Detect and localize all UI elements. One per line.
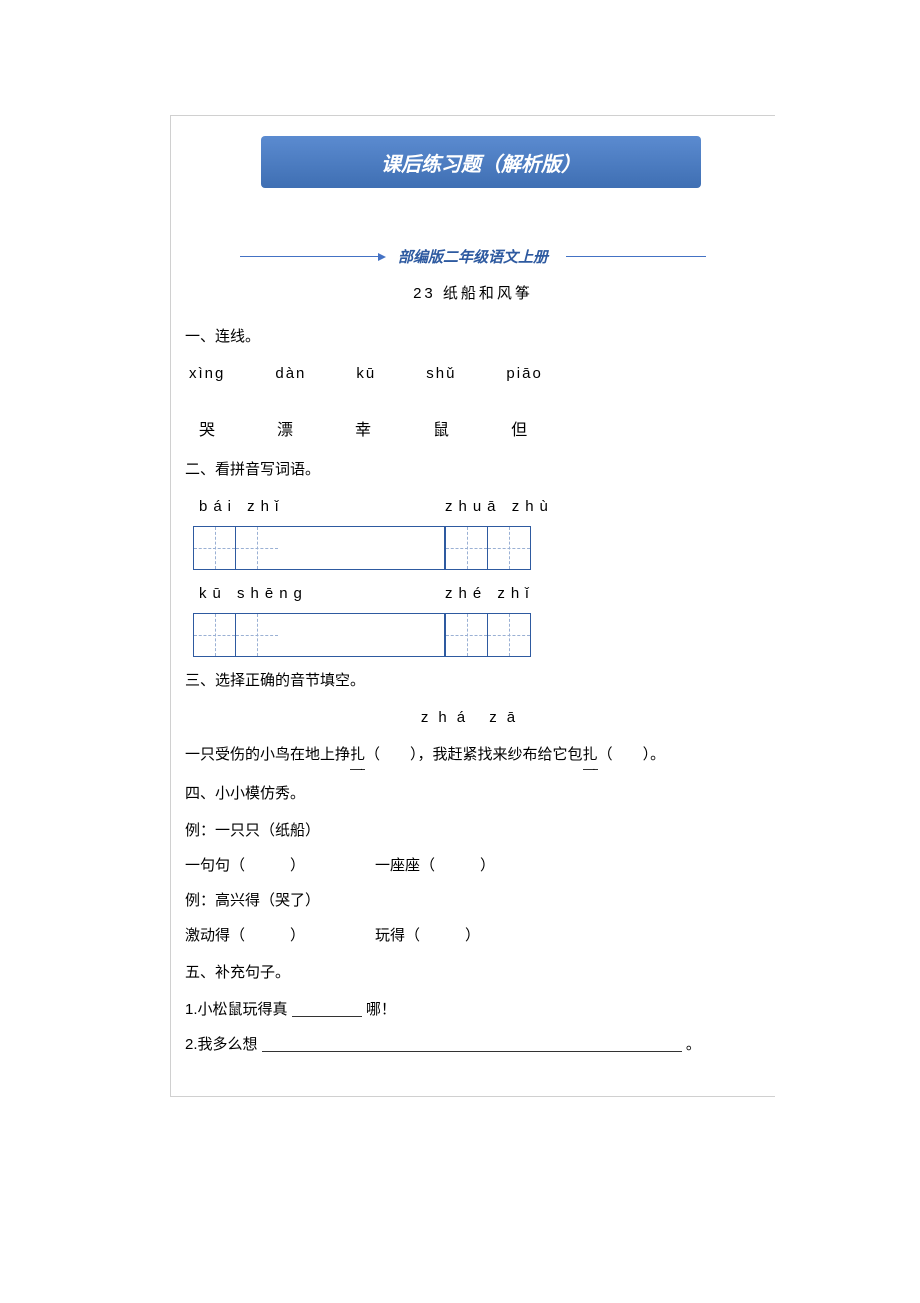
- sec3-sentence: 一只受伤的小鸟在地上挣扎·（ ），我赶紧找来纱布给它包扎·（ ）。: [185, 741, 761, 770]
- banner-title: 课后练习题（解析版）: [381, 148, 581, 177]
- lesson-title: 23 纸船和风筝: [171, 282, 775, 303]
- sec4-head: 四、小小模仿秀。: [185, 780, 761, 807]
- sec1-pinyin-row: xìng dàn kū shǔ piāo: [185, 360, 761, 387]
- tian-cell[interactable]: [194, 614, 236, 656]
- hanzi-item: 哭: [199, 417, 215, 446]
- q1-post: 哪！: [366, 1001, 396, 1018]
- underlined-char: 扎·: [583, 741, 598, 770]
- sentence-part: （ ），我赶紧找来纱布给它包: [365, 746, 583, 763]
- pinyin-item: kū: [356, 360, 376, 387]
- py-left: kū shēng: [185, 580, 445, 607]
- underlined-char: 扎·: [350, 741, 365, 770]
- tian-grid[interactable]: [445, 526, 531, 570]
- sec3-head: 三、选择正确的音节填空。: [185, 667, 761, 694]
- q2-post: 。: [686, 1036, 701, 1053]
- pinyin-item: piāo: [506, 360, 542, 387]
- title-banner: 课后练习题（解析版）: [171, 116, 775, 226]
- tian-cell[interactable]: [194, 527, 236, 569]
- sec4-line1: 一句句（ ） 一座座（ ）: [185, 852, 761, 879]
- py-right: zhuā zhù: [445, 493, 554, 520]
- pinyin-item: xìng: [189, 360, 225, 387]
- tian-cell[interactable]: [446, 614, 488, 656]
- hanzi-item: 但: [511, 417, 527, 446]
- blank-phrase[interactable]: 一句句（ ）: [185, 852, 375, 879]
- tian-cell[interactable]: [236, 527, 278, 569]
- fill-blank[interactable]: [292, 1002, 362, 1017]
- arrow-line-left: [240, 256, 380, 257]
- sec4-line2: 激动得（ ） 玩得（ ）: [185, 922, 761, 949]
- sentence-part: （ ）。: [598, 746, 666, 763]
- body: 一、连线。 xìng dàn kū shǔ piāo 哭 漂 幸 鼠 但 二、看…: [171, 323, 775, 1058]
- arrow-line-right: [566, 256, 706, 257]
- subtitle-row: 部编版二年级语文上册: [171, 246, 775, 267]
- content-frame: 课后练习题（解析版） 部编版二年级语文上册 23 纸船和风筝 一、连线。 xìn…: [170, 115, 775, 1097]
- fill-blank[interactable]: [262, 1037, 682, 1052]
- blank-phrase[interactable]: 激动得（ ）: [185, 922, 375, 949]
- sec1-head: 一、连线。: [185, 323, 761, 350]
- sec4-ex1: 例：一只只（纸船）: [185, 817, 761, 844]
- tian-cell[interactable]: [488, 614, 530, 656]
- q2-pre: 2.我多么想: [185, 1036, 258, 1053]
- tian-grid[interactable]: [193, 613, 445, 657]
- sec4-ex2: 例：高兴得（哭了）: [185, 887, 761, 914]
- subtitle: 部编版二年级语文上册: [398, 246, 548, 267]
- pinyin-item: dàn: [275, 360, 306, 387]
- hanzi-item: 鼠: [433, 417, 449, 446]
- blank-phrase[interactable]: 一座座（ ）: [375, 852, 495, 879]
- tian-cell[interactable]: [488, 527, 530, 569]
- sec1-hanzi-row: 哭 漂 幸 鼠 但: [185, 417, 761, 446]
- tian-cell[interactable]: [446, 527, 488, 569]
- sec2-head: 二、看拼音写词语。: [185, 456, 761, 483]
- sentence-part: 一只受伤的小鸟在地上挣: [185, 746, 350, 763]
- sec3-options: zhá zā: [185, 704, 761, 731]
- tian-grid[interactable]: [445, 613, 531, 657]
- py-left: bái zhǐ: [185, 493, 445, 520]
- sec2-row1-grid: [185, 526, 761, 570]
- banner-box: 课后练习题（解析版）: [261, 136, 701, 188]
- sec2-row1-py: bái zhǐ zhuā zhù: [185, 493, 761, 520]
- q1-pre: 1.小松鼠玩得真: [185, 1001, 288, 1018]
- dot-mark: ·: [592, 761, 595, 779]
- sec2-row2-py: kū shēng zhé zhǐ: [185, 580, 761, 607]
- sec5-q1: 1.小松鼠玩得真 哪！: [185, 996, 761, 1023]
- sec2-row2-grid: [185, 613, 761, 657]
- tian-grid[interactable]: [193, 526, 445, 570]
- page: 课后练习题（解析版） 部编版二年级语文上册 23 纸船和风筝 一、连线。 xìn…: [0, 0, 920, 1303]
- py-right: zhé zhǐ: [445, 580, 535, 607]
- blank-phrase[interactable]: 玩得（ ）: [375, 922, 480, 949]
- dot-mark: ·: [360, 761, 363, 779]
- hanzi-item: 漂: [277, 417, 293, 446]
- pinyin-item: shǔ: [426, 360, 456, 387]
- sec5-head: 五、补充句子。: [185, 959, 761, 986]
- hanzi-item: 幸: [355, 417, 371, 446]
- tian-cell[interactable]: [236, 614, 278, 656]
- sec5-q2: 2.我多么想 。: [185, 1031, 761, 1058]
